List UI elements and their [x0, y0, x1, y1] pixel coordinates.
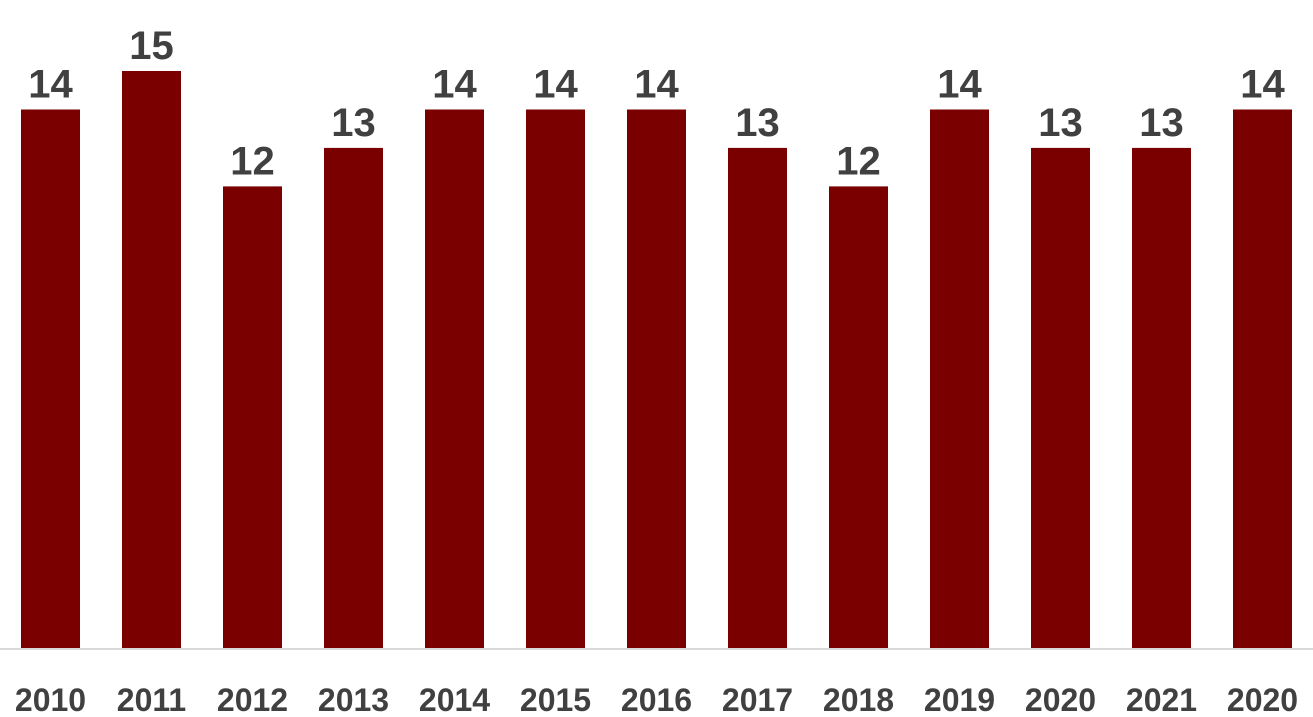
data-label-9: 14	[937, 63, 982, 107]
data-label-10: 13	[1038, 101, 1083, 145]
bar-2018-8	[829, 186, 888, 648]
data-label-8: 12	[836, 139, 881, 183]
x-tick-label-3: 2013	[318, 682, 389, 717]
bar-2015-5	[526, 109, 585, 648]
x-tick-label-1: 2011	[117, 682, 186, 717]
data-label-7: 13	[735, 101, 780, 145]
bar-2020-10	[1031, 147, 1090, 648]
bar-2020-12	[1233, 109, 1292, 648]
bar-2019-9	[930, 109, 989, 648]
data-label-12: 14	[1240, 63, 1285, 107]
x-tick-label-0: 2010	[15, 682, 86, 717]
data-label-3: 13	[331, 101, 376, 145]
x-tick-label-2: 2012	[217, 682, 288, 717]
bar-2017-7	[728, 147, 787, 648]
data-label-11: 13	[1139, 101, 1184, 145]
data-labels-group: 14 15 12 13 14 14 14 13 12 14 13 13 14	[28, 24, 1285, 183]
bar-2014-4	[425, 109, 484, 648]
data-label-4: 14	[432, 63, 477, 107]
data-label-2: 12	[230, 139, 275, 183]
x-tick-label-5: 2015	[520, 682, 591, 717]
bar-2021-11	[1132, 147, 1191, 648]
data-label-5: 14	[533, 63, 578, 107]
data-label-1: 15	[129, 24, 174, 68]
bar-2011-1	[122, 71, 181, 648]
bar-2010-0	[21, 109, 80, 648]
bar-2013-3	[324, 147, 383, 648]
x-tick-label-7: 2017	[722, 682, 793, 717]
x-tick-label-8: 2018	[823, 682, 894, 717]
x-tick-label-12: 2020	[1227, 682, 1298, 717]
x-tick-label-10: 2020	[1025, 682, 1096, 717]
data-label-6: 14	[634, 63, 679, 107]
bars-group	[21, 71, 1292, 648]
x-tick-label-6: 2016	[621, 682, 692, 717]
data-label-0: 14	[28, 63, 73, 107]
bar-2016-6	[627, 109, 686, 648]
bar-2012-2	[223, 186, 282, 648]
x-tick-labels-group: 2010 2011 2012 2013 2014 2015 2016 2017 2018 2019…	[15, 682, 1298, 717]
x-tick-label-4: 2014	[419, 682, 490, 717]
x-tick-label-11: 2021	[1126, 682, 1197, 717]
x-tick-label-9: 2019	[924, 682, 995, 717]
